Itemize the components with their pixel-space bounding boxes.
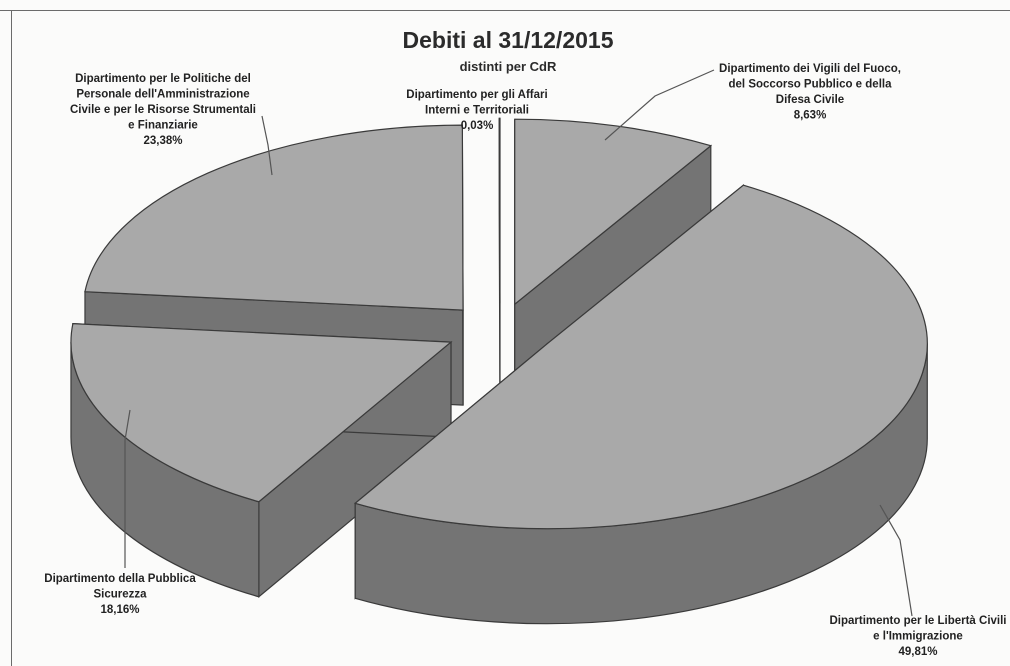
leader-line-3	[124, 409, 131, 568]
slice-value-label: 8,63%	[794, 110, 827, 122]
leader-line-2	[879, 504, 913, 617]
slice-category-label: Dipartimento per le Politiche del	[75, 73, 251, 85]
slices-layer	[70, 117, 928, 625]
leader-line-4	[261, 115, 273, 176]
labels-layer: Dipartimento dei Vigili del Fuoco, del So…	[44, 63, 1006, 658]
slice-category-label: Interni e Territoriali	[425, 105, 529, 117]
pie-slice-3	[70, 323, 453, 599]
slice-category-label: Sicurezza	[93, 589, 147, 601]
slice-category-label: Dipartimento della Pubblica	[44, 573, 196, 585]
slice-category-label: Dipartimento dei Vigili del Fuoco,	[719, 63, 901, 75]
slice-category-label: e l'Immigrazione	[873, 631, 963, 643]
slice-value-label: 18,16%	[100, 604, 139, 616]
pie-slice-5	[498, 117, 501, 399]
leader-line-1	[604, 69, 715, 141]
slice-top-face	[70, 323, 453, 503]
frame-top-border	[0, 10, 1010, 11]
slice-top-face	[84, 124, 464, 311]
chart-subtitle: distinti per CdR	[460, 59, 557, 74]
chart-title: Debiti al 31/12/2015	[403, 27, 614, 53]
slice-label-5: Dipartimento per gli Affari Interni e Ter…	[406, 89, 547, 132]
slice-value-label: 49,81%	[898, 646, 937, 658]
slice-category-label: del Soccorso Pubblico e della	[729, 79, 893, 91]
leaders-layer	[124, 69, 913, 617]
slice-category-label: Dipartimento per le Libertà Civili	[829, 615, 1006, 627]
slice-top-face	[514, 118, 713, 306]
slice-label-4: Dipartimento per le Politiche del Persona…	[70, 73, 256, 147]
slice-value-label: 0,03%	[461, 120, 494, 132]
slice-value-label: 23,38%	[143, 135, 182, 147]
frame-left-border	[11, 10, 12, 666]
slice-label-1: Dipartimento dei Vigili del Fuoco, del So…	[719, 63, 901, 122]
pie-slice-2	[353, 183, 928, 625]
slice-category-label: e Finanziarie	[128, 120, 198, 132]
slice-category-label: Civile e per le Risorse Strumentali	[70, 104, 256, 116]
slice-category-label: Personale dell'Amministrazione	[76, 89, 249, 101]
slice-category-label: Difesa Civile	[776, 94, 844, 106]
slice-top-face	[353, 184, 928, 530]
slice-top-face	[498, 117, 501, 304]
slice-label-2: Dipartimento per le Libertà Civili e l'Im…	[829, 615, 1006, 658]
slice-label-3: Dipartimento della Pubblica Sicurezza 18,1…	[44, 573, 196, 616]
slice-category-label: Dipartimento per gli Affari	[406, 89, 547, 101]
